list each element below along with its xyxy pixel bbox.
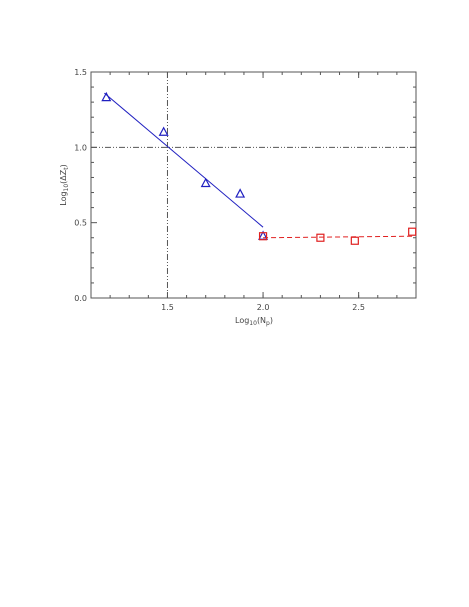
y-tick-label: 1.5 <box>74 68 87 77</box>
y-tick-label: 0.5 <box>74 219 87 228</box>
square-marker <box>258 232 268 241</box>
data-markers <box>101 91 417 245</box>
x-tick-label: 1.5 <box>161 303 174 312</box>
triangle-marker <box>101 91 112 102</box>
reference-lines <box>91 72 416 298</box>
y-tick-label: 1.0 <box>74 143 87 152</box>
axis-ticks: 1.5 2.0 2.5 0.0 0.5 1.0 1.5 <box>74 68 416 312</box>
triangle-marker <box>200 177 211 188</box>
y-tick-label: 0.0 <box>74 294 87 303</box>
fit-line-dashed <box>263 235 413 239</box>
x-tick-label: 2.0 <box>257 303 270 312</box>
triangle-marker <box>235 188 246 198</box>
x-tick-label: 2.5 <box>352 303 365 312</box>
fit-lines <box>104 92 413 239</box>
square-marker <box>350 236 359 245</box>
square-marker <box>316 233 325 242</box>
y-axis-label: Log10(ΔZt) <box>59 164 70 206</box>
square-marker <box>408 227 417 236</box>
triangle-marker <box>158 126 169 136</box>
x-axis-label: Log10(Np) <box>235 316 273 327</box>
plot-frame <box>90 71 417 299</box>
fit-line-solid <box>104 92 264 228</box>
